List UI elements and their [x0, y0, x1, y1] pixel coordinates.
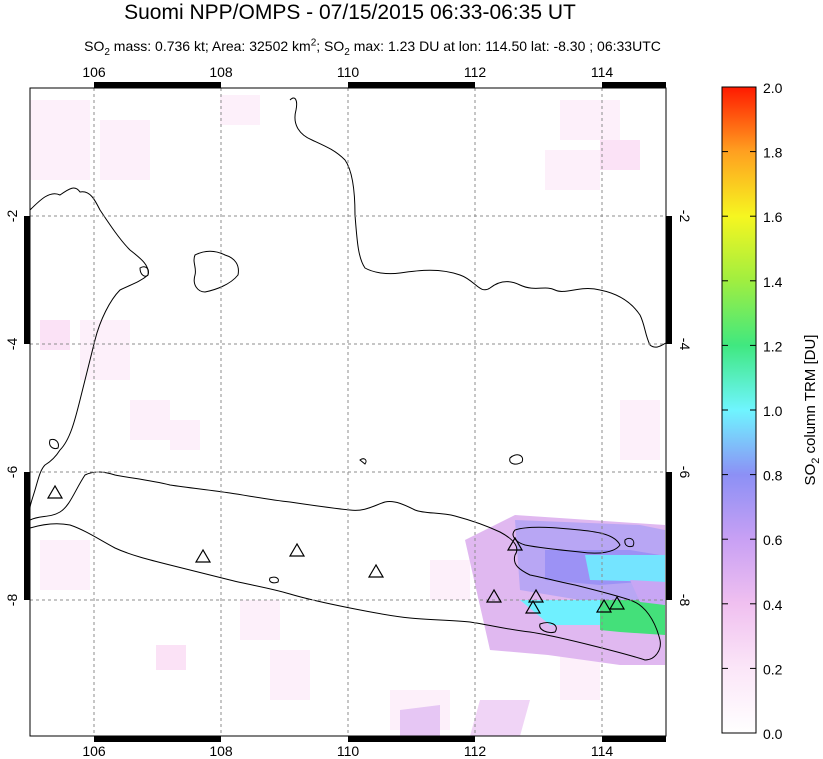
colorbar-tick: 1.0	[763, 403, 783, 419]
triangle-icon	[194, 548, 212, 563]
colorbar-tick: 1.6	[763, 209, 783, 225]
triangle-icon	[288, 542, 306, 557]
colorbar-label: SO2 column TRM [DU]	[802, 335, 822, 486]
lon-tick: 110	[337, 64, 360, 80]
triangle-icon	[608, 595, 626, 610]
colorbar-tick: 0.0	[763, 726, 783, 742]
colorbar-tick: 0.6	[763, 532, 783, 548]
triangle-icon	[527, 588, 545, 603]
triangle-icon	[595, 598, 613, 613]
colorbar-tick: 2.0	[763, 80, 783, 96]
map-border	[24, 82, 672, 742]
lon-ticks-bottom: 106 108 110 112 114	[82, 743, 613, 759]
lat-tick: -8	[677, 594, 693, 607]
lon-tick: 114	[591, 743, 614, 759]
volcano-markers	[46, 484, 626, 614]
lon-tick: 110	[337, 743, 360, 759]
triangle-icon	[506, 536, 524, 551]
coastlines	[30, 97, 666, 661]
lat-ticks-right: -2 -4 -6 -8	[677, 210, 693, 607]
lon-tick: 106	[82, 64, 106, 80]
lon-tick: 108	[209, 64, 233, 80]
colorbar-tick: 0.8	[763, 468, 783, 484]
colorbar-tick: 0.4	[763, 597, 783, 613]
lon-tick: 112	[464, 64, 487, 80]
colorbar: 2.0 1.8 1.6 1.4 1.2 1.0 0.8 0.6 0.4 0.2 …	[721, 80, 822, 742]
colorbar-tick: 1.8	[763, 145, 783, 161]
lon-tick: 108	[209, 743, 233, 759]
gridlines	[30, 88, 666, 736]
lat-tick: -8	[4, 594, 20, 607]
lon-tick: 114	[591, 64, 614, 80]
lat-tick: -2	[677, 210, 693, 223]
lat-tick: -2	[4, 210, 20, 223]
lat-tick: -4	[677, 338, 693, 351]
triangle-icon	[367, 563, 385, 578]
lon-tick: 106	[82, 743, 106, 759]
lat-tick: -4	[4, 338, 20, 351]
lat-tick: -6	[677, 466, 693, 479]
lon-ticks-top: 106 108 110 112 114	[82, 64, 613, 80]
lon-tick: 112	[464, 743, 487, 759]
map-subtitle: SO2 mass: 0.736 kt; Area: 32502 km2; SO2…	[84, 37, 661, 58]
triangle-icon	[485, 588, 503, 603]
colorbar-tick: 1.2	[763, 338, 783, 354]
triangle-icon	[524, 599, 542, 614]
colorbar-tick: 1.4	[763, 274, 783, 290]
map-title: Suomi NPP/OMPS - 07/15/2015 06:33-06:35 …	[124, 1, 576, 24]
lat-tick: -6	[4, 466, 20, 479]
triangle-icon	[46, 484, 64, 499]
colorbar-tick: 0.2	[763, 661, 783, 677]
lat-ticks-left: -2 -4 -6 -8	[4, 210, 20, 607]
